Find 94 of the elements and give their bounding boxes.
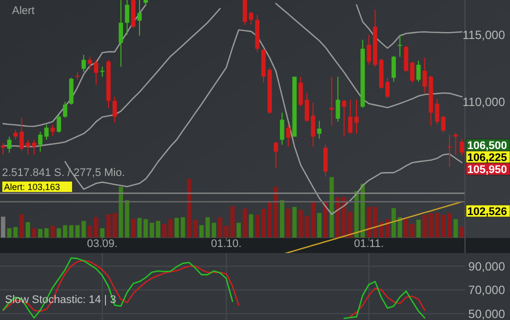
candlestick <box>330 76 334 126</box>
candlestick <box>416 60 421 82</box>
y-tick-label: 50,000 <box>468 306 506 320</box>
bar <box>236 222 241 238</box>
bar <box>248 214 254 238</box>
bar <box>280 200 284 238</box>
bar <box>118 186 124 238</box>
bar <box>447 212 452 238</box>
candlestick <box>112 96 117 124</box>
candlestick <box>100 66 104 78</box>
bar <box>310 202 316 238</box>
candlestick <box>118 0 124 68</box>
bar <box>44 228 49 238</box>
bar <box>162 224 166 238</box>
candlestick <box>7 136 12 154</box>
candlestick <box>50 124 55 136</box>
bar <box>56 228 62 238</box>
bar <box>199 225 204 238</box>
candlestick <box>280 112 284 146</box>
annotation: Alert <box>12 5 35 17</box>
bar <box>336 197 340 238</box>
bar <box>88 226 92 238</box>
text: 102,526 <box>467 206 507 218</box>
y-tick-label: 115,000 <box>462 28 506 42</box>
line-series <box>64 29 463 215</box>
candlestick <box>75 71 80 80</box>
candlestick <box>242 0 248 26</box>
candlestick <box>454 132 458 156</box>
x-tick-label: 01.11. <box>354 238 384 250</box>
bar <box>94 217 98 238</box>
bar <box>124 200 130 238</box>
candlestick <box>398 34 402 58</box>
bar <box>112 212 117 238</box>
bar <box>50 226 55 238</box>
bar <box>106 214 111 238</box>
x-tick-label: 03.09. <box>87 238 118 250</box>
candlestick <box>13 129 18 140</box>
text: 105,950 <box>467 164 507 176</box>
text: 106,500 <box>467 140 507 152</box>
candlestick <box>317 120 322 140</box>
candlestick <box>0 142 6 156</box>
candlestick <box>88 56 92 70</box>
bar <box>261 208 266 238</box>
bar <box>330 177 334 238</box>
bar <box>82 220 86 238</box>
candlestick <box>124 0 130 36</box>
bar <box>38 228 42 238</box>
candlestick <box>447 134 452 168</box>
candlestick <box>44 124 49 140</box>
candlestick <box>342 99 346 138</box>
bar <box>366 206 372 238</box>
text: 106,225 <box>467 152 507 164</box>
bar <box>317 212 322 238</box>
bar <box>454 219 458 238</box>
x-tick-label: 01.10. <box>211 238 242 250</box>
bar <box>242 208 248 238</box>
candlestick <box>348 99 352 134</box>
candlestick <box>32 139 36 156</box>
candlestick <box>38 131 42 152</box>
bar <box>292 206 297 238</box>
candlestick <box>286 124 290 148</box>
bar <box>131 219 136 238</box>
y-tick-label: 70,000 <box>468 283 506 298</box>
candlestick <box>248 11 254 26</box>
candlestick <box>336 76 340 122</box>
candlestick <box>274 141 278 168</box>
candlestick <box>82 54 86 72</box>
bar <box>7 228 12 238</box>
bar <box>286 208 290 238</box>
bar <box>20 214 24 238</box>
bar <box>75 225 80 238</box>
bar <box>168 219 173 238</box>
candlestick <box>460 138 464 156</box>
candlestick <box>56 114 62 134</box>
candlestick <box>392 55 396 82</box>
bar <box>460 227 464 238</box>
ref-line-label: Alert: 103,163 <box>4 182 60 192</box>
bar <box>26 222 30 238</box>
candlestick <box>310 102 316 148</box>
bar <box>416 220 421 238</box>
bar <box>156 220 160 238</box>
bar <box>0 216 6 238</box>
bar <box>230 206 235 238</box>
candlestick <box>366 34 372 66</box>
y-tick-label: 90,000 <box>468 259 506 274</box>
candlestick <box>62 101 68 118</box>
candlestick <box>354 99 359 134</box>
candlestick <box>94 59 98 86</box>
candlestick <box>323 144 328 178</box>
bar <box>100 228 104 238</box>
bar <box>255 214 260 238</box>
candlestick <box>385 77 390 98</box>
y-tick-label: 110,000 <box>462 94 506 109</box>
bar <box>32 228 36 238</box>
